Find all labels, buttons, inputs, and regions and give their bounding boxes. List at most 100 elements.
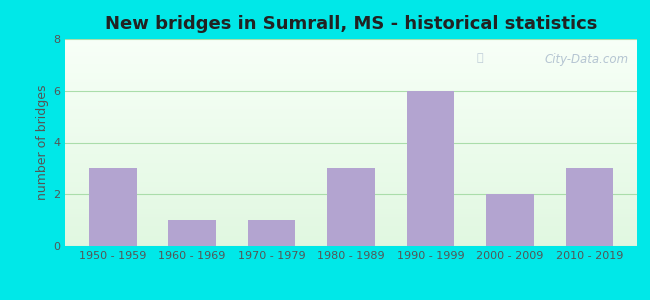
Bar bbox=[65, 235, 637, 236]
Bar bbox=[65, 81, 637, 83]
Bar bbox=[65, 50, 637, 51]
Bar bbox=[65, 55, 637, 56]
Bar bbox=[65, 236, 637, 237]
Bar bbox=[65, 179, 637, 180]
Bar bbox=[65, 145, 637, 146]
Bar bbox=[65, 198, 637, 200]
Bar bbox=[65, 185, 637, 186]
Bar bbox=[566, 168, 613, 246]
Bar bbox=[327, 168, 375, 246]
Bar bbox=[65, 128, 637, 129]
Bar bbox=[65, 51, 637, 52]
Bar bbox=[65, 163, 637, 164]
Bar bbox=[65, 56, 637, 57]
Bar bbox=[65, 151, 637, 152]
Bar bbox=[65, 227, 637, 228]
Text: City-Data.com: City-Data.com bbox=[544, 53, 629, 67]
Bar bbox=[65, 176, 637, 177]
Bar bbox=[65, 42, 637, 43]
Bar bbox=[65, 104, 637, 105]
Bar bbox=[65, 243, 637, 244]
Bar bbox=[65, 178, 637, 179]
Bar bbox=[65, 77, 637, 78]
Bar bbox=[65, 58, 637, 59]
Bar bbox=[65, 113, 637, 115]
Bar bbox=[65, 158, 637, 159]
Bar bbox=[65, 103, 637, 104]
Bar bbox=[65, 44, 637, 45]
Bar bbox=[65, 244, 637, 245]
Bar bbox=[65, 221, 637, 222]
Bar bbox=[65, 107, 637, 108]
Bar bbox=[65, 92, 637, 93]
Bar bbox=[407, 91, 454, 246]
Bar bbox=[65, 131, 637, 132]
Bar bbox=[65, 237, 637, 238]
Bar bbox=[65, 211, 637, 212]
Bar bbox=[65, 74, 637, 75]
Bar bbox=[65, 183, 637, 184]
Bar bbox=[65, 242, 637, 243]
Bar bbox=[65, 245, 637, 246]
Bar bbox=[65, 117, 637, 118]
Bar bbox=[65, 147, 637, 148]
Bar bbox=[65, 188, 637, 189]
Bar bbox=[65, 45, 637, 46]
Bar bbox=[65, 157, 637, 158]
Bar bbox=[65, 100, 637, 101]
Bar bbox=[65, 166, 637, 167]
Bar bbox=[65, 182, 637, 183]
Bar bbox=[65, 90, 637, 91]
Bar bbox=[65, 226, 637, 227]
Bar bbox=[65, 40, 637, 41]
Bar bbox=[65, 132, 637, 133]
Bar bbox=[65, 112, 637, 113]
Bar bbox=[65, 72, 637, 73]
Bar bbox=[65, 239, 637, 240]
Bar bbox=[168, 220, 216, 246]
Bar bbox=[65, 223, 637, 224]
Bar bbox=[65, 97, 637, 98]
Bar bbox=[65, 206, 637, 207]
Bar bbox=[65, 238, 637, 239]
Bar bbox=[65, 122, 637, 123]
Bar bbox=[65, 152, 637, 153]
Bar bbox=[65, 83, 637, 85]
Bar bbox=[65, 135, 637, 136]
Bar bbox=[65, 184, 637, 185]
Bar bbox=[65, 93, 637, 94]
Bar bbox=[65, 67, 637, 68]
Bar bbox=[65, 101, 637, 102]
Bar bbox=[65, 53, 637, 55]
Bar bbox=[65, 168, 637, 169]
Bar bbox=[65, 69, 637, 70]
Bar bbox=[65, 186, 637, 187]
Bar bbox=[65, 129, 637, 130]
Bar bbox=[65, 85, 637, 87]
Bar bbox=[65, 119, 637, 120]
Bar bbox=[65, 241, 637, 242]
Bar bbox=[65, 61, 637, 62]
Bar bbox=[65, 154, 637, 155]
Bar bbox=[65, 214, 637, 215]
Bar bbox=[65, 143, 637, 145]
Bar bbox=[65, 225, 637, 226]
Bar bbox=[65, 216, 637, 217]
Bar bbox=[65, 153, 637, 154]
Bar bbox=[65, 70, 637, 71]
Bar bbox=[65, 202, 637, 204]
Bar bbox=[65, 138, 637, 140]
Bar bbox=[65, 220, 637, 221]
Bar bbox=[65, 95, 637, 96]
Bar bbox=[65, 102, 637, 103]
Bar bbox=[65, 73, 637, 74]
Bar bbox=[65, 57, 637, 58]
Bar bbox=[65, 165, 637, 166]
Bar bbox=[65, 87, 637, 88]
Bar bbox=[65, 105, 637, 106]
Bar bbox=[65, 65, 637, 66]
Bar bbox=[65, 194, 637, 195]
Bar bbox=[65, 212, 637, 213]
Bar bbox=[65, 192, 637, 193]
Bar bbox=[65, 210, 637, 211]
